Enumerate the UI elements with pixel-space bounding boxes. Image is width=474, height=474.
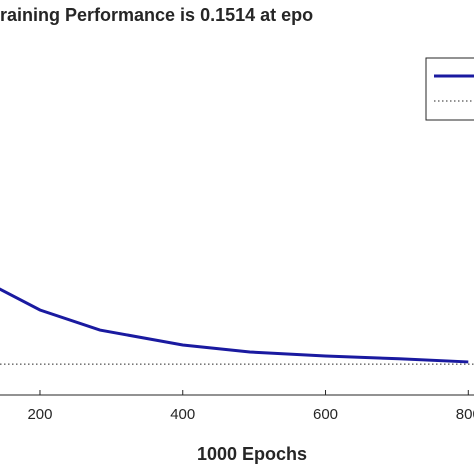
x-tick-label: 800	[456, 406, 474, 423]
x-tick-label: 600	[313, 406, 338, 423]
x-axis-label: 1000 Epochs	[197, 444, 307, 464]
performance-line	[0, 287, 469, 364]
x-tick-label: 200	[27, 406, 52, 423]
legend-box	[425, 57, 474, 121]
x-tick-label: 400	[170, 406, 195, 423]
chart-title: raining Performance is 0.1514 at epo	[0, 5, 313, 25]
